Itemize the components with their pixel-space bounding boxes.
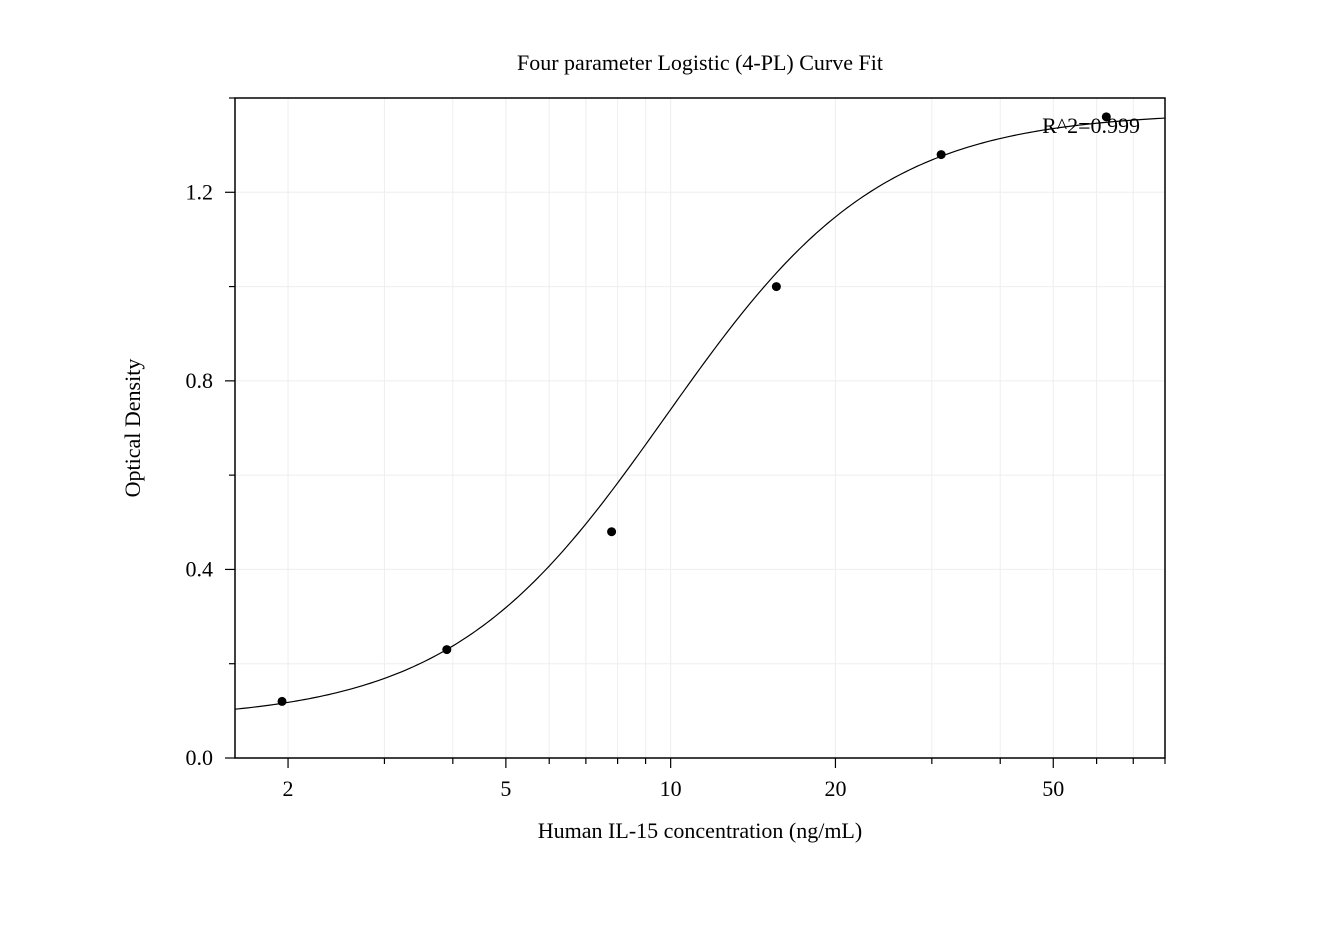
data-point (772, 282, 781, 291)
data-point (607, 527, 616, 536)
y-tick-label: 1.2 (186, 179, 214, 204)
y-axis-label: Optical Density (120, 359, 145, 498)
x-axis-label: Human IL-15 concentration (ng/mL) (538, 818, 862, 843)
data-point (937, 150, 946, 159)
y-tick-label: 0.8 (186, 368, 214, 393)
x-tick-label: 20 (824, 776, 846, 801)
y-tick-label: 0.0 (186, 745, 214, 770)
y-tick-label: 0.4 (186, 556, 214, 581)
chart-container: 2 5 10 20 50 0.0 0.4 0.8 1.2 Four parameter Logis… (0, 0, 1338, 929)
x-tick-label: 2 (283, 776, 294, 801)
x-tick-label: 10 (660, 776, 682, 801)
x-tick-label: 5 (500, 776, 511, 801)
chart-svg: 2 5 10 20 50 0.0 0.4 0.8 1.2 Four parameter Logis… (0, 0, 1338, 929)
chart-title: Four parameter Logistic (4-PL) Curve Fit (517, 50, 883, 75)
data-point (278, 697, 287, 706)
r-squared-annotation: R^2=0.999 (1042, 113, 1140, 138)
x-tick-label: 50 (1042, 776, 1064, 801)
data-point (442, 645, 451, 654)
